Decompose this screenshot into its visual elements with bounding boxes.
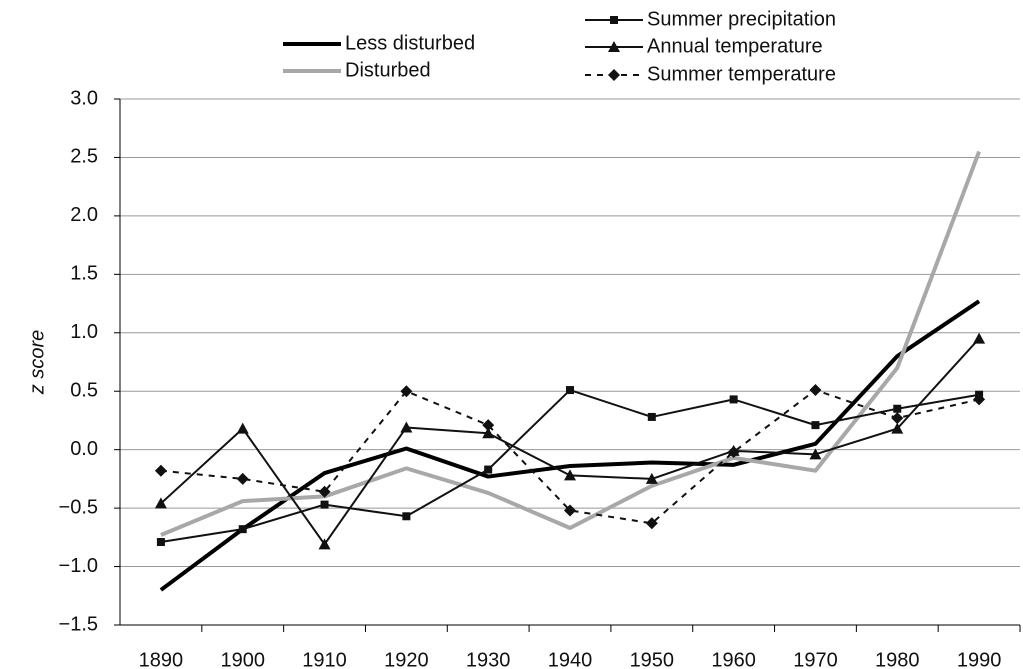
y-axis-label: z score [26,330,48,395]
point [891,422,904,434]
point [564,504,576,517]
x-tick-label: 1950 [630,649,675,669]
x-tick-label: 1940 [548,649,593,669]
point [320,500,329,509]
legend-marker [608,41,620,52]
series-line [160,150,981,537]
series-line [159,299,981,592]
point [236,472,249,485]
y-tick-label: 2.5 [70,146,98,168]
x-tick-label: 1980 [875,649,920,669]
y-tick-label: 1.0 [70,321,98,343]
x-tick-label: 1970 [793,649,838,669]
y-tick-label: −0.5 [59,496,98,518]
point [893,404,902,413]
x-tick-label: 1920 [384,649,429,669]
legend-marker [608,69,620,81]
y-tick-label: 0.5 [70,380,98,402]
point [318,538,331,550]
y-tick-label: 0.0 [70,438,98,460]
point [156,538,165,547]
x-tick-label: 1890 [139,649,184,669]
x-tick-label: 1930 [466,649,511,669]
point [891,412,904,425]
point [154,464,167,477]
point [727,446,740,459]
point [318,485,331,498]
point [402,512,411,521]
x-tick-label: 1910 [302,649,347,669]
point [400,421,413,433]
point [482,419,495,432]
point [811,421,820,430]
point [154,497,167,509]
point [729,395,738,404]
legend-label: Annual temperature [647,35,823,57]
legend-label: Disturbed [345,59,431,81]
point [645,472,658,484]
point [564,469,576,481]
point [400,385,413,398]
point [973,332,986,344]
legend-marker [610,16,618,24]
y-tick-label: −1.0 [59,555,98,577]
point [973,393,986,406]
legend-label: Less disturbed [345,32,475,54]
point [645,517,658,530]
x-tick-label: 1900 [220,649,265,669]
point [809,384,822,397]
series-line [160,389,980,525]
point [566,386,574,395]
point [236,422,249,434]
point [484,465,493,474]
y-tick-label: −1.5 [59,613,98,635]
y-tick-label: 2.0 [70,204,98,226]
point [809,448,822,460]
point [238,525,247,534]
x-tick-label: 1990 [957,649,1002,669]
y-tick-label: 1.5 [70,263,98,285]
x-tick-label: 1960 [711,649,756,669]
point [482,427,495,439]
y-tick-label: 3.0 [70,87,98,109]
legend-label: Summer temperature [647,63,836,85]
legend-label: Summer precipitation [647,8,836,30]
point [647,412,656,421]
